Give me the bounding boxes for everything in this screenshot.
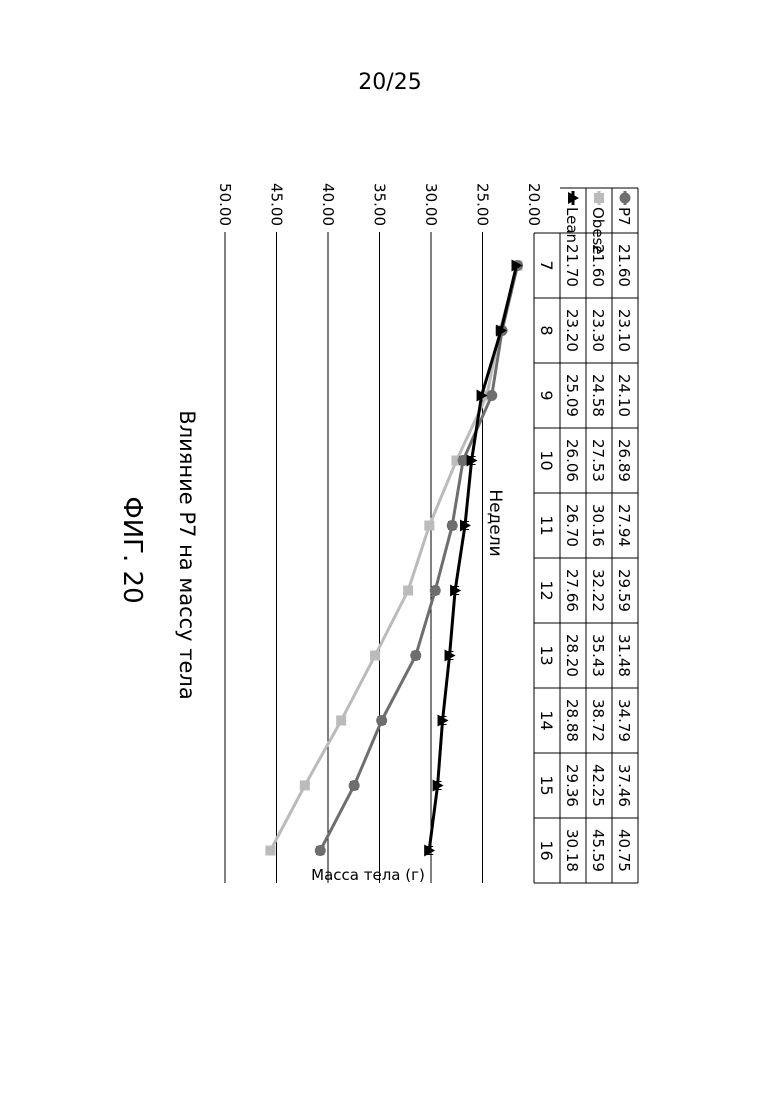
table-cell: 21.60 <box>589 244 607 287</box>
y-axis-label: Масса тела (г) <box>311 866 425 884</box>
y-tick-label: 40.00 <box>319 183 337 226</box>
table-cell: 23.20 <box>563 309 581 352</box>
table-header-week: 12 <box>537 580 556 600</box>
data-point <box>447 520 458 531</box>
figure-label: ФИГ. 20 <box>117 496 147 603</box>
table-header-week: 9 <box>537 390 556 400</box>
data-point <box>594 193 604 203</box>
table-cell: 34.79 <box>615 699 633 742</box>
data-point <box>265 846 275 856</box>
data-point <box>620 193 631 204</box>
data-point <box>376 715 387 726</box>
table-cell: 38.72 <box>589 699 607 742</box>
data-point <box>300 781 310 791</box>
series-lean <box>424 260 522 857</box>
data-point <box>430 585 441 596</box>
data-point <box>349 780 360 791</box>
table-cell: 26.06 <box>563 439 581 482</box>
table-cell: 25.09 <box>563 374 581 417</box>
table-cell: 27.53 <box>589 439 607 482</box>
table-header-week: 8 <box>537 325 556 335</box>
y-tick-label: 50.00 <box>216 183 234 226</box>
y-tick-label: 25.00 <box>474 183 492 226</box>
data-table: 7 8 9 10 11 12 13 14 15 16 Lean21.70 23.20 25.09 26.0… <box>534 188 638 883</box>
table-cell: 27.66 <box>563 569 581 612</box>
table-cell: 40.75 <box>615 829 633 872</box>
table-cell: 29.59 <box>615 569 633 612</box>
table-cell: 23.30 <box>589 309 607 352</box>
table-cell: 23.10 <box>615 309 633 352</box>
y-tick-label: 45.00 <box>268 183 286 226</box>
table-header-week: 14 <box>537 710 556 730</box>
legend-label: P7 <box>615 207 633 226</box>
table-cell: 28.88 <box>563 699 581 742</box>
table-cell: 26.89 <box>615 439 633 482</box>
table-header-week: 16 <box>537 840 556 860</box>
table-cell: 30.16 <box>589 504 607 547</box>
table-header-week: 7 <box>537 260 556 270</box>
data-point <box>424 521 434 531</box>
table-cell: 24.58 <box>589 374 607 417</box>
y-tick-label: 35.00 <box>371 183 389 226</box>
y-axis-ticks: 20.00 25.00 30.00 35.00 40.00 45.00 50.00 <box>216 183 543 226</box>
table-cell: 45.59 <box>589 829 607 872</box>
data-point <box>403 586 413 596</box>
table-cell: 27.94 <box>615 504 633 547</box>
table-cell: 26.70 <box>563 504 581 547</box>
y-tick-label: 20.00 <box>525 183 543 226</box>
table-cell: 28.20 <box>563 634 581 677</box>
table-cell: 32.22 <box>589 569 607 612</box>
table-header-week: 15 <box>537 775 556 795</box>
table-cell: 24.10 <box>615 374 633 417</box>
table-cell: 30.18 <box>563 829 581 872</box>
table-cell: 37.46 <box>615 764 633 807</box>
table-header-week: 13 <box>537 645 556 665</box>
table-header-week: 11 <box>537 515 556 535</box>
series-line <box>270 266 517 851</box>
chart-title: Влияние P7 на массу тела <box>175 410 199 699</box>
x-axis-label: Недели <box>485 489 505 556</box>
rotated-figure: ФИГ. 20 Влияние P7 на массу тела 20.00 25… <box>117 183 638 884</box>
table-cell: 35.43 <box>589 634 607 677</box>
series-layer <box>265 260 523 857</box>
table-cell: 21.70 <box>563 244 581 287</box>
series-obese <box>265 261 522 856</box>
data-point <box>486 390 497 401</box>
y-tick-label: 30.00 <box>422 183 440 226</box>
data-point <box>315 845 326 856</box>
table-cell: 29.36 <box>563 764 581 807</box>
data-point <box>336 716 346 726</box>
table-cell: 42.25 <box>589 764 607 807</box>
table-cell: 31.48 <box>615 634 633 677</box>
data-point <box>370 651 380 661</box>
legend-label: Lean <box>563 207 581 243</box>
table-cell: 21.60 <box>615 244 633 287</box>
data-point <box>410 650 421 661</box>
table-header-week: 10 <box>537 450 556 470</box>
